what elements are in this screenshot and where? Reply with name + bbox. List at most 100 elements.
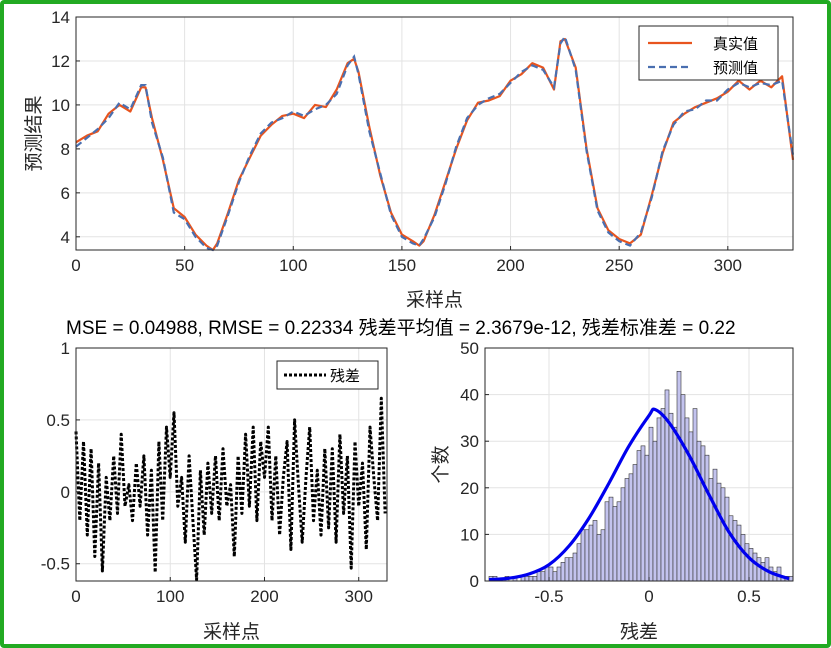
histogram-bar (564, 557, 570, 582)
histogram-bar (720, 487, 726, 582)
residual-ticks: 0 100 200 300-0.500.51 (41, 339, 373, 606)
x-tick-label: 150 (388, 256, 416, 275)
y-tick-label: 1 (61, 339, 70, 358)
residual-legend-box (276, 360, 379, 390)
histogram-bar (540, 571, 546, 582)
histogram-bar (644, 454, 650, 582)
residual-x-axis-label: 采样点 (203, 621, 260, 643)
histogram-bar (536, 571, 542, 582)
histogram-ticks: -0.5 0 0.5 0 10 20 30 40 50 (460, 339, 761, 606)
residual-chart: 0 100 200 300-0.500.51 采样点 残差 (41, 339, 388, 643)
histogram-bar (668, 412, 674, 582)
histogram-bar (656, 417, 662, 582)
y-tick-label: 4 (61, 228, 70, 247)
histogram-bar (744, 543, 750, 582)
prediction-legend-box (638, 25, 779, 81)
histogram-bar (608, 496, 614, 582)
metrics-caption: MSE = 0.04988, RMSE = 0.22334 残差平均值 = 2.… (66, 317, 736, 339)
histogram-bar (684, 417, 690, 582)
y-tick-label: 10 (460, 525, 479, 544)
histogram-bar (732, 520, 738, 582)
residual-axes-box (75, 347, 388, 582)
histogram-bar (528, 576, 534, 582)
x-tick-label: 0 (71, 587, 80, 606)
y-tick-label: 12 (51, 52, 70, 71)
histogram-bar (548, 566, 554, 582)
histogram-bar (724, 496, 730, 582)
histogram-bar (672, 426, 678, 582)
x-tick-label: 200 (496, 256, 524, 275)
x-tick-label: 50 (175, 256, 194, 275)
x-tick-label: -0.5 (534, 587, 563, 606)
histogram-bar (788, 576, 794, 582)
histogram-bar (620, 487, 626, 582)
y-tick-label: 20 (460, 479, 479, 498)
prediction-x-axis-label: 采样点 (406, 289, 463, 311)
histogram-bar (712, 468, 718, 582)
histogram-bar (728, 515, 734, 582)
y-tick-label: 6 (61, 184, 70, 203)
y-tick-label: 0 (470, 572, 479, 591)
histogram-bar (640, 445, 646, 582)
histogram-bar (616, 501, 622, 582)
histogram-bar (624, 478, 630, 582)
histogram-bar (596, 534, 602, 582)
prediction-axes-box (75, 16, 794, 251)
histogram-bar (760, 562, 766, 582)
residual-series (74, 396, 387, 582)
x-tick-label: 100 (156, 587, 184, 606)
histogram-bar (568, 557, 574, 582)
y-tick-label: 50 (460, 339, 479, 358)
histogram-axes-box (484, 347, 794, 582)
y-tick-label: 40 (460, 386, 479, 405)
y-tick-label: 8 (61, 140, 70, 159)
histogram-bar (572, 552, 578, 582)
y-tick-label: 30 (460, 432, 479, 451)
histogram-y-axis-label: 个数 (430, 445, 452, 483)
histogram-bar (680, 394, 686, 582)
histogram-bar (544, 566, 550, 582)
x-tick-label: 0 (644, 587, 653, 606)
histogram-bar (524, 576, 530, 582)
series-predicted-line (75, 34, 795, 252)
y-tick-label: -0.5 (41, 555, 70, 574)
histogram-bar (692, 408, 698, 582)
prediction-chart: 0 50 100 150 200 250 300 4 6 8 10 12 14 采样点 预测结果 真实值… (23, 8, 795, 311)
legend-label-residual: 残差 (330, 367, 360, 385)
y-tick-label: 14 (51, 8, 70, 27)
histogram-bar (552, 571, 558, 582)
histogram-chart: -0.5 0 0.5 0 10 20 30 40 50 残差 个数 (430, 339, 794, 643)
histogram-bar (660, 408, 666, 582)
histogram-x-axis-label: 残差 (620, 621, 658, 643)
legend-label-true: 真实值 (713, 35, 758, 53)
histogram-bar (592, 520, 598, 582)
histogram-bar (648, 426, 654, 582)
prediction-ticks: 0 50 100 150 200 250 300 4 6 8 10 12 14 (51, 8, 742, 275)
x-tick-label: 300 (345, 587, 373, 606)
prediction-y-axis-label: 预测结果 (23, 95, 45, 171)
histogram-bar (632, 464, 638, 582)
histogram-bar (600, 529, 606, 582)
x-tick-label: 100 (279, 256, 307, 275)
legend-label-predicted: 预测值 (713, 59, 758, 77)
x-tick-label: 250 (605, 256, 633, 275)
density-curve (488, 407, 790, 582)
histogram-bar (752, 552, 758, 582)
histogram-density-curve (488, 407, 790, 582)
histogram-bar (700, 445, 706, 582)
x-tick-label: 0 (71, 256, 80, 275)
histogram-bar (560, 562, 566, 582)
histogram-bar (748, 548, 754, 582)
histogram-bar (676, 370, 682, 582)
histogram-bar (628, 473, 634, 582)
histogram-bar (532, 576, 538, 582)
histogram-bar (736, 524, 742, 582)
histogram-bar (612, 506, 618, 582)
x-tick-label: 200 (250, 587, 278, 606)
histogram-bar (576, 543, 582, 582)
histogram-bar (704, 454, 710, 582)
histogram-bar (740, 534, 746, 582)
prediction-series (75, 34, 795, 252)
